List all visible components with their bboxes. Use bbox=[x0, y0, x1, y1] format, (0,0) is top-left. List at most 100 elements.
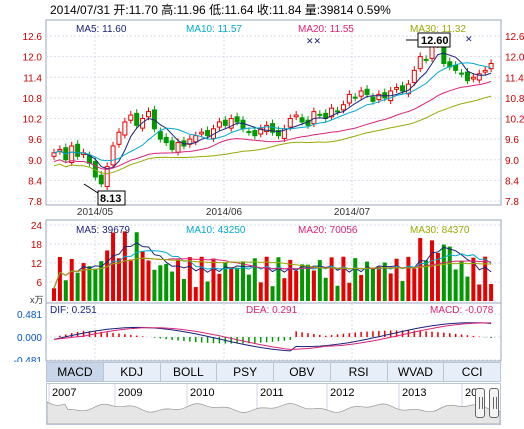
ma20-line bbox=[53, 81, 492, 170]
candle-body bbox=[453, 64, 459, 71]
candle-body bbox=[258, 128, 264, 135]
candle-body bbox=[464, 71, 470, 82]
candle-body bbox=[75, 143, 81, 157]
tab-obv[interactable]: OBV bbox=[274, 363, 331, 381]
candle-body bbox=[370, 96, 376, 102]
price-tick-left: 12.6 bbox=[23, 32, 43, 43]
volume-bar bbox=[376, 266, 381, 301]
volume-bar bbox=[170, 271, 175, 301]
candle-body bbox=[394, 87, 400, 90]
candle-body bbox=[482, 69, 488, 73]
candle-body bbox=[116, 131, 122, 145]
volume-bar bbox=[412, 268, 417, 301]
candle-body bbox=[134, 112, 140, 126]
volume-bar bbox=[122, 231, 127, 301]
volume-bar bbox=[205, 281, 210, 301]
date-tick: 2014/05 bbox=[77, 207, 114, 218]
volume-bar bbox=[258, 282, 263, 301]
volume-tick: 18 bbox=[31, 240, 43, 251]
candle-body bbox=[411, 69, 417, 83]
candle-body bbox=[163, 136, 169, 144]
navigator-year: 2010 bbox=[190, 387, 214, 399]
macd-dif-label: DIF: 0.251 bbox=[50, 305, 97, 316]
volume-bar bbox=[400, 281, 405, 301]
candle-body bbox=[205, 130, 211, 137]
stock-chart[interactable]: 12.6 12.6 12.0 12.0 11.4 11.4 10.8 10.8 10.2 10.2… bbox=[0, 0, 524, 362]
volume-bar bbox=[359, 274, 364, 301]
candle-body bbox=[275, 130, 281, 137]
tab-macd[interactable]: MACD bbox=[47, 363, 104, 381]
date-tick: 2014/07 bbox=[334, 207, 371, 218]
tab-psy[interactable]: PSY bbox=[217, 363, 274, 381]
price-tick-right: 8.4 bbox=[505, 176, 519, 187]
range-navigator[interactable]: 2007 2009 2010 2011 2012 2013 20 bbox=[46, 383, 501, 425]
candle-body bbox=[216, 121, 222, 128]
candle-body bbox=[287, 118, 293, 128]
candle-body bbox=[459, 72, 465, 75]
candle-body bbox=[429, 45, 435, 59]
volume-bar bbox=[311, 270, 316, 301]
navigator-area bbox=[47, 401, 500, 424]
candle-body bbox=[175, 142, 181, 153]
candle-body bbox=[240, 119, 246, 130]
tab-boll[interactable]: BOLL bbox=[161, 363, 218, 381]
price-tick-right: 10.2 bbox=[505, 115, 524, 126]
candle-body bbox=[234, 116, 240, 123]
range-handle-right-icon[interactable] bbox=[489, 388, 499, 418]
volume-bar bbox=[370, 268, 375, 301]
tab-cci[interactable]: CCI bbox=[461, 365, 483, 379]
volume-bar bbox=[276, 257, 281, 301]
navigator-chart: 2007 2009 2010 2011 2012 2013 20 bbox=[47, 384, 500, 424]
volume-tick: 24 bbox=[31, 221, 43, 232]
price-ma10-label: MA10: 11.57 bbox=[186, 24, 242, 35]
volume-bar bbox=[81, 263, 86, 301]
quote-header: 2014/07/31 开:11.70 高:11.96 低:11.64 收:11.… bbox=[50, 2, 391, 18]
low-marker-text: 8.13 bbox=[100, 193, 121, 205]
volume-bar bbox=[341, 256, 346, 301]
volume-bar bbox=[105, 250, 110, 301]
tab-rsi[interactable]: RSI bbox=[331, 363, 388, 381]
volume-bar bbox=[187, 257, 192, 301]
volume-bar bbox=[176, 259, 181, 301]
candle-body bbox=[340, 104, 346, 111]
quote-close: 收:11.84 bbox=[256, 3, 302, 17]
volume-bar bbox=[441, 244, 446, 301]
candle-body bbox=[157, 131, 163, 140]
candle-body bbox=[169, 140, 175, 150]
low-marker: 8.13 bbox=[83, 183, 126, 206]
tab-kdj[interactable]: KDJ bbox=[104, 363, 161, 381]
volume-bar bbox=[140, 251, 145, 301]
volume-bar bbox=[252, 258, 257, 301]
quote-change: 0.59% bbox=[356, 3, 391, 17]
indicator-tabs: MACD KDJ BOLL PSY OBV RSI WVAD CCI bbox=[46, 362, 501, 382]
macd-panel-frame bbox=[45, 302, 502, 362]
volume-bar bbox=[294, 270, 299, 301]
candle-body bbox=[69, 145, 75, 163]
volume-bar bbox=[447, 246, 452, 301]
price-tick-left: 11.4 bbox=[23, 73, 42, 84]
volume-bar bbox=[388, 273, 393, 301]
volume-bar bbox=[128, 259, 133, 301]
macd-tick: 0.481 bbox=[17, 310, 42, 321]
price-tick-right: 12.0 bbox=[505, 53, 524, 64]
candle-body bbox=[358, 90, 364, 97]
volume-bar bbox=[158, 265, 163, 301]
volume-bar bbox=[246, 274, 251, 301]
candle-body bbox=[140, 118, 146, 129]
dif-line bbox=[53, 322, 492, 352]
volume-tick: 6 bbox=[36, 278, 42, 289]
vol-ma30-line bbox=[53, 257, 492, 289]
volume-bar bbox=[69, 259, 74, 301]
macd-tick: 0.000 bbox=[17, 333, 42, 344]
volume-bar bbox=[317, 260, 322, 301]
volume-bar bbox=[211, 258, 216, 301]
candle-body bbox=[417, 56, 423, 70]
candle-body bbox=[252, 130, 258, 137]
volume-bar bbox=[406, 256, 411, 301]
range-handle-left-icon[interactable] bbox=[475, 388, 485, 418]
volume-bar bbox=[217, 273, 222, 301]
price-panel-frame bbox=[45, 19, 502, 206]
tab-wvad[interactable]: WVAD bbox=[388, 363, 445, 381]
event-flag-icon[interactable]: ✕ bbox=[465, 34, 473, 44]
event-flag-icon[interactable]: ✕✕ bbox=[306, 36, 321, 46]
